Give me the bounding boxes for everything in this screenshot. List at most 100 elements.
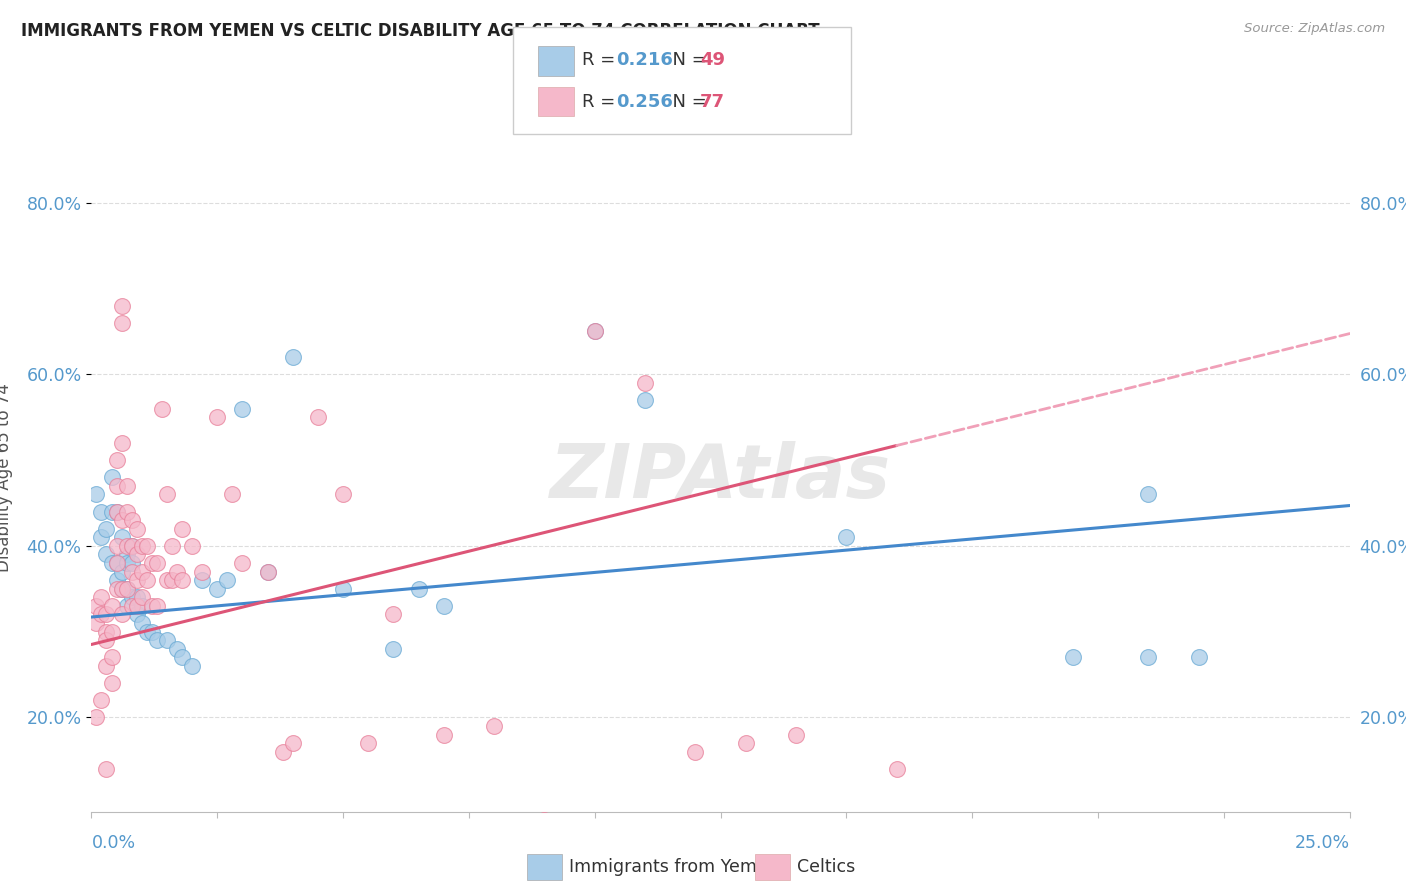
Point — [96, 607, 118, 622]
Point — [125, 591, 148, 605]
Point — [160, 539, 183, 553]
Point — [105, 573, 128, 587]
Text: R =: R = — [582, 51, 621, 69]
Point — [105, 556, 128, 570]
Text: IMMIGRANTS FROM YEMEN VS CELTIC DISABILITY AGE 65 TO 74 CORRELATION CHART: IMMIGRANTS FROM YEMEN VS CELTIC DISABILI… — [21, 22, 820, 40]
Point — [115, 548, 138, 562]
Point — [86, 615, 108, 630]
Point — [96, 659, 118, 673]
Point — [100, 504, 122, 518]
Point — [433, 727, 456, 741]
Point — [115, 582, 138, 596]
Text: 0.256: 0.256 — [616, 93, 672, 111]
Point — [170, 650, 193, 665]
Point — [100, 599, 122, 613]
Point — [110, 582, 132, 596]
Point — [886, 762, 908, 776]
Point — [131, 565, 153, 579]
Point — [256, 565, 278, 579]
Point — [131, 591, 153, 605]
Point — [105, 539, 128, 553]
Point — [181, 659, 204, 673]
Text: N =: N = — [661, 93, 713, 111]
Point — [281, 350, 304, 364]
Text: Immigrants from Yemen: Immigrants from Yemen — [569, 858, 779, 876]
Point — [90, 530, 112, 544]
Point — [141, 599, 163, 613]
Point — [100, 470, 122, 484]
Point — [135, 573, 157, 587]
Point — [115, 582, 138, 596]
Point — [166, 641, 188, 656]
Point — [146, 633, 169, 648]
Point — [90, 504, 112, 518]
Point — [170, 522, 193, 536]
Point — [1137, 650, 1160, 665]
Point — [217, 573, 239, 587]
Point — [256, 565, 278, 579]
Point — [382, 641, 405, 656]
Point — [100, 624, 122, 639]
Point — [433, 599, 456, 613]
Point — [96, 548, 118, 562]
Point — [146, 599, 169, 613]
Point — [96, 522, 118, 536]
Point — [146, 556, 169, 570]
Point — [191, 573, 214, 587]
Point — [110, 436, 132, 450]
Point — [105, 453, 128, 467]
Point — [125, 599, 148, 613]
Point — [100, 676, 122, 690]
Point — [141, 624, 163, 639]
Point — [86, 487, 108, 501]
Point — [96, 633, 118, 648]
Point — [121, 565, 143, 579]
Point — [156, 633, 179, 648]
Point — [105, 479, 128, 493]
Point — [115, 504, 138, 518]
Text: N =: N = — [661, 51, 713, 69]
Point — [90, 591, 112, 605]
Point — [1137, 487, 1160, 501]
Point — [281, 736, 304, 750]
Point — [115, 479, 138, 493]
Point — [110, 513, 132, 527]
Point — [131, 599, 153, 613]
Point — [121, 513, 143, 527]
Point — [307, 410, 329, 425]
Point — [382, 607, 405, 622]
Point — [86, 599, 108, 613]
Point — [110, 607, 132, 622]
Point — [634, 376, 657, 390]
Point — [96, 624, 118, 639]
Text: Source: ZipAtlas.com: Source: ZipAtlas.com — [1244, 22, 1385, 36]
Text: 0.0%: 0.0% — [91, 834, 135, 852]
Point — [205, 410, 228, 425]
Point — [121, 539, 143, 553]
Point — [86, 710, 108, 724]
Point — [191, 565, 214, 579]
Y-axis label: Disability Age 65 to 74: Disability Age 65 to 74 — [0, 383, 13, 572]
Point — [121, 556, 143, 570]
Point — [105, 582, 128, 596]
Point — [408, 582, 430, 596]
Point — [160, 573, 183, 587]
Point — [125, 548, 148, 562]
Point — [482, 719, 505, 733]
Point — [166, 565, 188, 579]
Point — [835, 530, 858, 544]
Point — [332, 487, 354, 501]
Point — [785, 727, 807, 741]
Point — [131, 539, 153, 553]
Text: R =: R = — [582, 93, 621, 111]
Point — [105, 556, 128, 570]
Point — [533, 814, 555, 828]
Text: 25.0%: 25.0% — [1295, 834, 1350, 852]
Point — [100, 556, 122, 570]
Point — [1188, 650, 1211, 665]
Text: 49: 49 — [700, 51, 725, 69]
Point — [110, 530, 132, 544]
Point — [583, 325, 606, 339]
Point — [96, 762, 118, 776]
Point — [231, 556, 253, 570]
